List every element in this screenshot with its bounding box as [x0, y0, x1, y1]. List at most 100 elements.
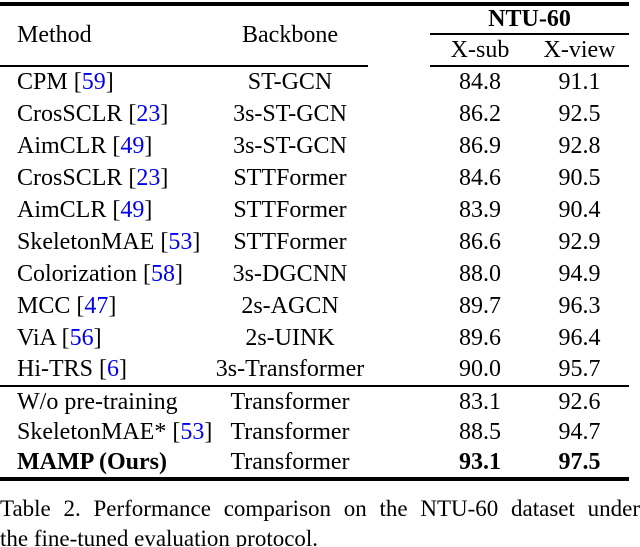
xview-value-cell: 92.8 — [558, 132, 601, 159]
citation-bracket: ] — [108, 292, 117, 319]
col-header-xsub: X-sub — [430, 34, 530, 67]
citation-link[interactable]: 49 — [120, 196, 145, 223]
method-name: ViA — [17, 324, 56, 351]
spacer-cell — [368, 258, 430, 290]
method-cell: W/o pre-training — [0, 385, 212, 417]
citation-link[interactable]: 47 — [84, 292, 109, 319]
method-cell: SkeletonMAE* [53] — [0, 417, 212, 448]
xsub-value-cell: 88.0 — [459, 260, 501, 287]
method-name: SkeletonMAE* — [17, 419, 167, 445]
xview-value-cell: 94.7 — [558, 419, 601, 445]
spacer-cell — [368, 354, 430, 386]
method-name: Colorization — [17, 260, 137, 287]
col-header-backbone: Backbone — [212, 4, 368, 67]
backbone-cell: 3s-ST-GCN — [233, 100, 347, 127]
citation-bracket: [ — [106, 132, 121, 159]
table-row: W/o pre-training Transformer 83.1 92.6 — [0, 385, 630, 417]
method-cell: CrosSCLR [23] — [0, 162, 212, 194]
xsub-value-cell: 86.9 — [459, 132, 501, 159]
xsub-value-cell: 86.2 — [459, 100, 501, 127]
spacer-cell — [368, 322, 430, 354]
citation-link[interactable]: 6 — [107, 356, 120, 382]
citation-bracket: [ — [106, 196, 121, 223]
method-cell: Colorization [58] — [0, 258, 212, 290]
xsub-value-cell: 83.1 — [430, 385, 530, 417]
method-name: SkeletonMAE — [17, 228, 155, 255]
spacer-cell — [368, 162, 430, 194]
citation-bracket: [ — [70, 292, 85, 319]
method-cell: MAMP (Ours) — [0, 448, 212, 479]
method-name: CrosSCLR — [17, 164, 123, 191]
citation-bracket: ] — [93, 324, 102, 351]
method-cell: CrosSCLR [23] — [0, 98, 212, 130]
backbone-cell: STTFormer — [233, 228, 347, 255]
method-cell: SkeletonMAE [53] — [0, 226, 212, 258]
table-row: CrosSCLR [23] 3s-ST-GCN 86.2 92.5 — [0, 98, 629, 130]
spacer-cell — [368, 130, 430, 162]
spacer-cell — [368, 448, 430, 479]
citation-bracket: ] — [105, 69, 114, 95]
xsub-value-cell: 89.7 — [459, 292, 501, 319]
citation-bracket: [ — [154, 228, 169, 255]
table-row: AimCLR [49] STTFormer 83.9 90.4 — [0, 194, 629, 226]
table-row: Hi-TRS [6] 3s-Transformer 90.0 95.7 — [0, 354, 629, 386]
citation-link[interactable]: 56 — [69, 324, 94, 351]
xview-value-cell: 96.4 — [558, 324, 601, 351]
xsub-value-cell: 84.6 — [459, 164, 501, 191]
citation-bracket: [ — [166, 419, 181, 445]
xsub-value-cell: 90.0 — [459, 356, 501, 382]
citation-link[interactable]: 59 — [81, 69, 106, 95]
citation-bracket: ] — [160, 100, 169, 127]
citation-bracket: [ — [67, 69, 82, 95]
table-row: SkeletonMAE [53] STTFormer 86.6 92.9 — [0, 226, 629, 258]
citation-link[interactable]: 58 — [150, 260, 175, 287]
citation-link[interactable]: 53 — [168, 228, 193, 255]
table-row: CPM [59] ST-GCN 84.8 91.1 — [0, 66, 629, 98]
citation-bracket: ] — [192, 228, 201, 255]
col-header-xview: X-view — [530, 34, 630, 67]
citation-link[interactable]: 23 — [136, 164, 161, 191]
citation-bracket: [ — [122, 100, 137, 127]
col-group-header-ntu60: NTU-60 — [430, 4, 630, 35]
citation-bracket: [ — [136, 260, 151, 287]
backbone-cell: ST-GCN — [247, 69, 333, 95]
xsub-value-cell: 88.5 — [459, 419, 501, 445]
table-body: CPM [59] ST-GCN 84.8 91.1 CrosSCLR [23] 3s-ST… — [0, 66, 630, 479]
table-row: SkeletonMAE* [53] Transformer 88.5 94.7 — [0, 417, 629, 448]
table-row: CrosSCLR [23] STTFormer 84.6 90.5 — [0, 162, 629, 194]
method-name: W/o pre-training — [17, 388, 178, 415]
citation-bracket: [ — [122, 164, 137, 191]
backbone-cell: Transformer — [230, 449, 350, 475]
xsub-value-cell: 89.6 — [459, 324, 501, 351]
backbone-cell: Transformer — [230, 419, 350, 445]
backbone-cell: 3s-DGCNN — [232, 260, 348, 287]
table-row: MCC [47] 2s-AGCN 89.7 96.3 — [0, 290, 629, 322]
spacer-cell — [368, 385, 430, 417]
xsub-value-cell: 84.8 — [459, 69, 501, 95]
table-row: AimCLR [49] 3s-ST-GCN 86.9 92.8 — [0, 130, 629, 162]
method-name: MCC — [17, 292, 71, 319]
citation-link[interactable]: 23 — [136, 100, 161, 127]
spacer-cell — [368, 194, 430, 226]
table-row: MAMP (Ours) Transformer 93.1 97.5 — [0, 448, 629, 479]
backbone-cell: STTFormer — [233, 196, 347, 223]
backbone-cell: STTFormer — [233, 164, 347, 191]
citation-bracket: ] — [204, 419, 213, 445]
citation-link[interactable]: 49 — [120, 132, 145, 159]
xview-value-cell: 92.6 — [530, 385, 630, 417]
xsub-value-cell: 83.9 — [459, 196, 501, 223]
citation-link[interactable]: 53 — [180, 419, 205, 445]
results-table: Method Backbone NTU-60 X-sub X-view CPM … — [0, 2, 630, 481]
spacer-cell — [368, 417, 430, 448]
backbone-cell: 2s-AGCN — [241, 292, 339, 319]
xview-value-cell: 94.9 — [558, 260, 601, 287]
table-row: Colorization [58] 3s-DGCNN 88.0 94.9 — [0, 258, 629, 290]
method-name: AimCLR — [17, 132, 107, 159]
caption-line-1: Table 2. Performance comparison on the N… — [0, 496, 640, 521]
spacer-cell — [368, 66, 430, 98]
method-cell: AimCLR [49] — [0, 130, 212, 162]
method-cell: AimCLR [49] — [0, 194, 212, 226]
citation-bracket: [ — [55, 324, 70, 351]
xview-value-cell: 90.5 — [558, 164, 601, 191]
